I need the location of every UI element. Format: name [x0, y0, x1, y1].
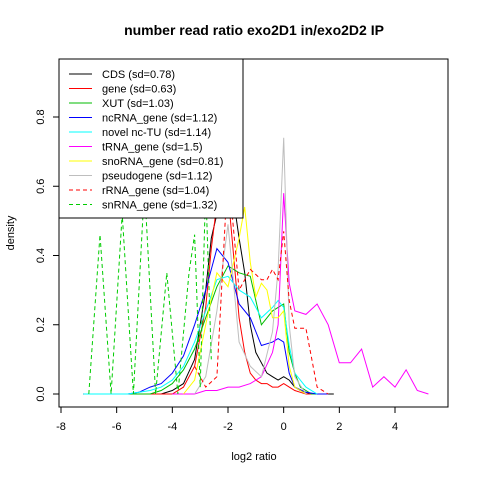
x-tick-label: -8	[56, 421, 66, 433]
x-tick-label: 0	[281, 421, 287, 433]
x-axis-label: log2 ratio	[231, 451, 276, 463]
series-line-6	[183, 206, 307, 395]
series-line-5	[172, 193, 429, 395]
x-tick-label: -2	[223, 421, 233, 433]
y-tick-label: 0.2	[35, 317, 47, 332]
y-axis-label: density	[5, 215, 17, 250]
series-line-7	[194, 137, 307, 395]
series-line-3	[83, 247, 329, 395]
legend-label: pseudogene (sd=1.12)	[102, 171, 212, 183]
y-tick-label: 0.0	[35, 386, 47, 401]
legend-label: XUT (sd=1.03)	[102, 98, 174, 110]
y-tick-label: 0.6	[35, 179, 47, 194]
legend-label: rRNA_gene (sd=1.04)	[102, 185, 209, 197]
legend-label: tRNA_gene (sd=1.5)	[102, 142, 203, 154]
series-line-9	[88, 186, 212, 395]
legend-label: snoRNA_gene (sd=0.81)	[102, 156, 223, 168]
y-tick-label: 0.4	[35, 248, 47, 263]
x-tick-label: -4	[167, 421, 177, 433]
legend-label: CDS (sd=0.78)	[102, 69, 175, 81]
legend-label: snRNA_gene (sd=1.32)	[102, 200, 217, 212]
legend: CDS (sd=0.78) gene (sd=0.63) XUT (sd=1.03)…	[58, 58, 244, 219]
x-tick-label: 4	[392, 421, 398, 433]
legend-label: ncRNA_gene (sd=1.12)	[102, 113, 217, 125]
y-tick-label: 0.8	[35, 109, 47, 124]
series-line-8	[194, 168, 329, 395]
legend-box	[58, 58, 244, 219]
x-tick-label: -6	[112, 421, 122, 433]
legend-label: gene (sd=0.63)	[102, 84, 176, 96]
legend-label: novel nc-TU (sd=1.14)	[102, 127, 211, 139]
series-layer	[83, 137, 429, 395]
x-tick-label: 2	[336, 421, 342, 433]
chart-title: number read ratio exo2D1 in/exo2D2 IP	[124, 22, 384, 38]
series-line-4	[83, 275, 318, 395]
